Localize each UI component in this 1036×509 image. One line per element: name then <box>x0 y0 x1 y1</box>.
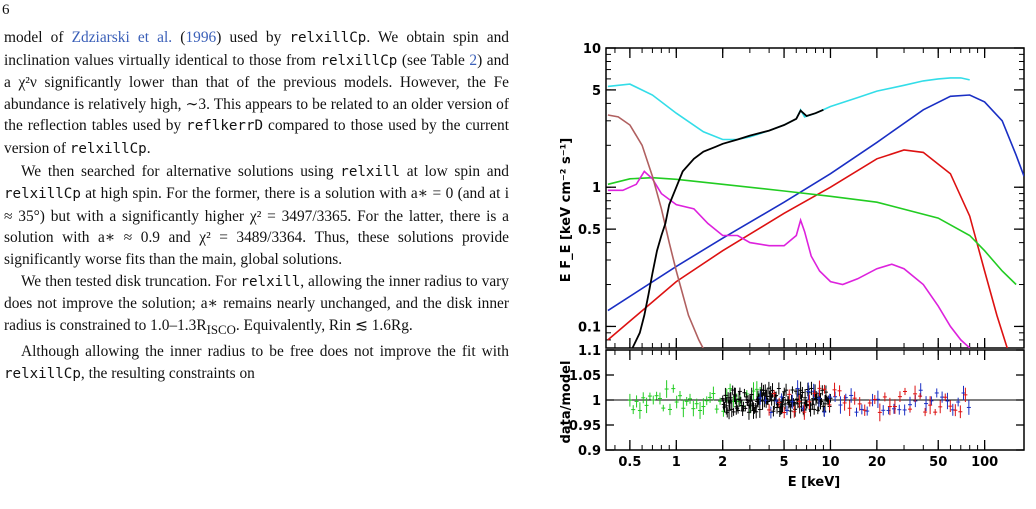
paragraph-1: model of Zdziarski et al. (1996) used by… <box>4 29 509 157</box>
code-token: relxillCp <box>289 30 367 46</box>
y-tick-label: 0.1 <box>578 320 601 335</box>
code-token: relxillCp <box>320 52 398 69</box>
x-tick-label: 2 <box>718 455 727 470</box>
residual-y-tick-label: 0.95 <box>569 419 601 434</box>
paragraph-3: We then tested disk truncation. For relx… <box>4 272 509 337</box>
x-tick-label: 10 <box>821 455 839 470</box>
table-ref-link[interactable]: 2 <box>469 51 478 69</box>
paragraph-4: Although allowing the inner radius to be… <box>4 343 509 382</box>
residual-y-tick-label: 1.05 <box>569 369 601 384</box>
citation-link[interactable]: Zdziarski et al. <box>71 29 173 46</box>
residual-points <box>627 380 971 422</box>
x-tick-label: 1 <box>672 455 681 470</box>
code-token: relxill <box>240 273 301 290</box>
y-axis-label: E F_E [keV cm⁻² s⁻¹] <box>559 138 574 282</box>
paragraph-2: We then searched for alternative solutio… <box>4 162 509 268</box>
x-tick-label: 20 <box>868 455 886 470</box>
citation-year-link[interactable]: 1996 <box>185 29 217 46</box>
x-tick-label: 0.5 <box>618 455 641 470</box>
x-tick-label: 50 <box>929 455 947 470</box>
series-green-line <box>607 176 1017 286</box>
residual-y-tick-label: 0.9 <box>578 444 601 459</box>
series-total-line <box>607 77 970 141</box>
body-text: model of Zdziarski et al. (1996) used by… <box>4 27 509 386</box>
y-tick-label: 0.5 <box>578 223 601 238</box>
spectrum-chart: 0.1 0.5 1 5 10 0.5 1 2 5 10 20 50 100 0.9 0.95 1 1.05 1.… <box>559 42 1025 490</box>
residual-y-tick-label: 1 <box>592 394 601 409</box>
spectrum-panel: 0.1 0.5 1 5 10 <box>578 42 1025 349</box>
series-blue-line <box>607 94 1024 312</box>
series-brown-line <box>607 114 704 348</box>
page-number: 6 <box>2 2 10 18</box>
x-tick-label: 5 <box>780 455 789 470</box>
residual-panel: 0.5 1 2 5 10 20 50 100 0.9 0.95 1 1.05 1.1 <box>569 344 1025 470</box>
series-magenta-line <box>607 170 971 348</box>
series-red-line <box>607 149 1009 348</box>
series-data-line <box>631 108 824 348</box>
code-token: relxillCp <box>4 365 81 382</box>
y-tick-label: 5 <box>592 84 601 99</box>
x-tick-label: 100 <box>971 455 998 470</box>
residual-y-axis-label: data/model <box>559 361 574 444</box>
spectrum-frame <box>605 47 1025 349</box>
residual-y-tick-label: 1.1 <box>578 344 601 359</box>
code-token: reflkerrD <box>186 118 264 135</box>
code-token: relxillCp <box>69 140 147 157</box>
code-token: relxillCp <box>4 186 81 203</box>
y-tick-label: 10 <box>583 42 601 57</box>
y-tick-label: 1 <box>592 181 601 196</box>
x-axis-label: E [keV] <box>788 475 840 490</box>
model-curves <box>607 77 1024 348</box>
code-token: relxill <box>340 163 401 180</box>
spectrum-figure: 0.1 0.5 1 5 10 0.5 1 2 5 10 20 50 100 0.9 0.95 1 1.05 1.… <box>544 40 1036 495</box>
